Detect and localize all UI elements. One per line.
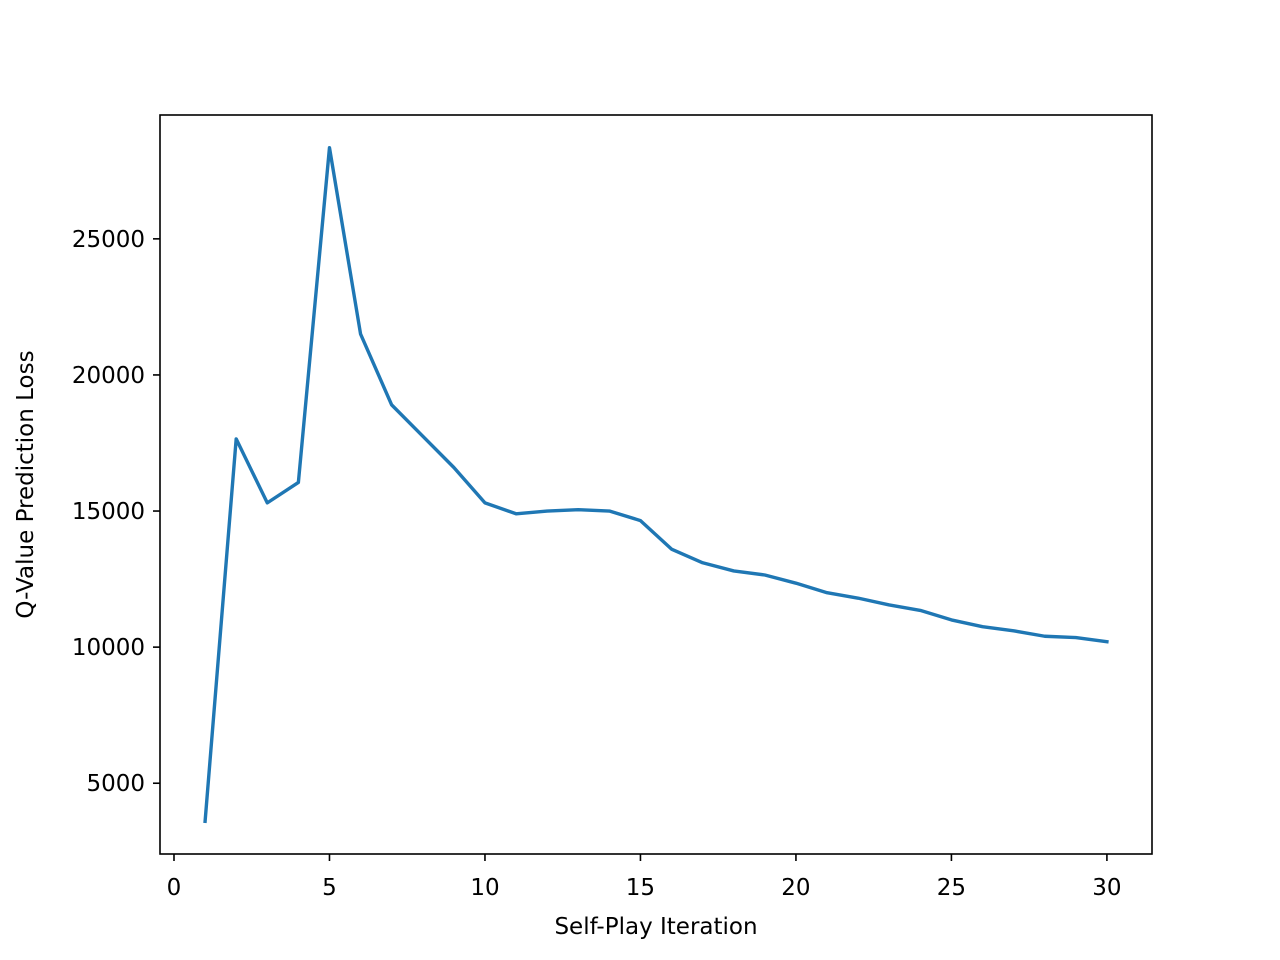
x-tick-label: 20 — [781, 875, 810, 901]
x-axis: 0 5 10 15 20 25 30 — [167, 854, 1122, 901]
x-tick-label: 15 — [626, 875, 655, 901]
y-axis-label: Q-Value Prediction Loss — [13, 350, 39, 618]
y-tick-label: 20000 — [72, 363, 145, 389]
y-axis: 5000 10000 15000 20000 25000 — [72, 227, 160, 797]
x-tick-label: 30 — [1092, 875, 1121, 901]
series-layer — [203, 145, 1109, 824]
x-axis-label: Self-Play Iteration — [554, 914, 757, 940]
plot-area-frame — [159, 114, 1153, 855]
x-tick-label: 25 — [937, 875, 966, 901]
x-tick-label: 10 — [470, 875, 499, 901]
x-tick-label: 0 — [167, 875, 182, 901]
series-line-0 — [203, 145, 1109, 824]
y-tick-label: 5000 — [86, 771, 145, 797]
y-tick-label: 25000 — [72, 227, 145, 253]
x-tick-label: 5 — [322, 875, 337, 901]
y-tick-label: 15000 — [72, 499, 145, 525]
y-tick-label: 10000 — [72, 635, 145, 661]
